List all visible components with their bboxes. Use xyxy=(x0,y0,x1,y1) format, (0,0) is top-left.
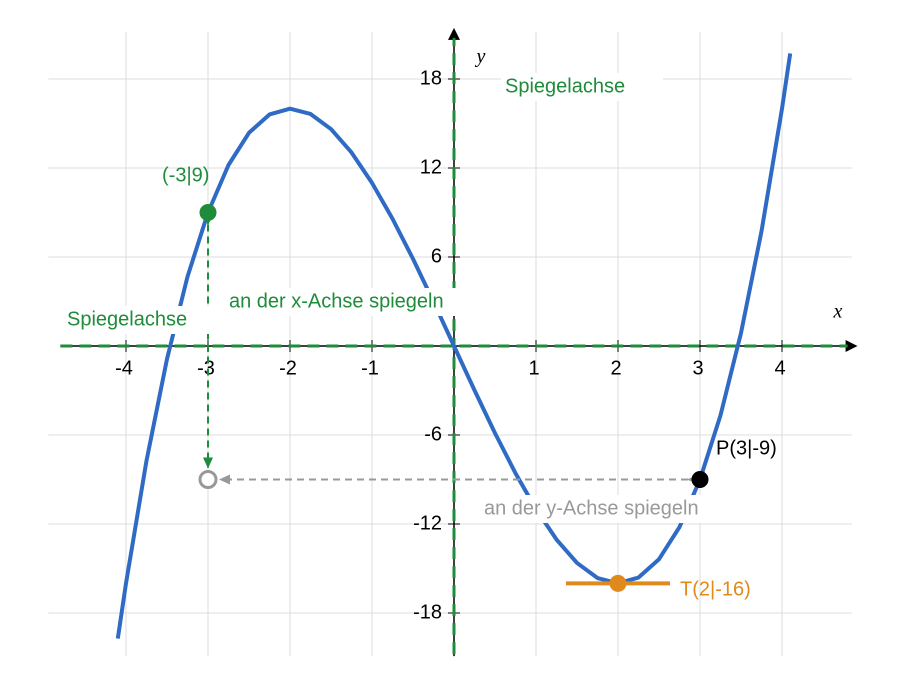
label-background xyxy=(480,495,764,523)
x-tick-label: -2 xyxy=(279,357,297,379)
annotation: Spiegelachse xyxy=(67,308,187,330)
point-label: (-3|9) xyxy=(162,164,209,186)
label-background xyxy=(501,73,663,101)
point xyxy=(609,574,627,592)
y-axis-label: y xyxy=(475,46,486,68)
x-tick-label: -3 xyxy=(197,357,215,379)
point xyxy=(199,204,217,221)
point xyxy=(198,470,218,489)
x-axis-label: x xyxy=(833,301,843,323)
x-tick-label: -4 xyxy=(115,357,133,379)
label-background xyxy=(225,288,505,316)
label-background xyxy=(63,306,223,334)
x-tick-label: 3 xyxy=(692,357,703,379)
y-tick-label: 12 xyxy=(420,156,442,178)
x-tick-label: 1 xyxy=(528,357,539,379)
x-tick-label: 4 xyxy=(774,357,785,379)
y-tick-label: 6 xyxy=(431,245,442,267)
y-tick-label: -6 xyxy=(424,423,442,445)
x-tick-label: -1 xyxy=(361,357,379,379)
point-label: T(2|-16) xyxy=(680,578,751,600)
annotation: Spiegelachse xyxy=(505,75,625,97)
annotation: an der y-Achse spiegeln xyxy=(484,497,699,519)
y-tick-label: 18 xyxy=(420,67,442,89)
y-tick-label: -18 xyxy=(413,601,442,623)
point-label: P(3|-9) xyxy=(716,437,777,459)
point xyxy=(691,471,709,488)
x-tick-label: 2 xyxy=(610,357,621,379)
annotation: an der x-Achse spiegeln xyxy=(229,290,444,312)
y-tick-label: -12 xyxy=(413,512,442,534)
